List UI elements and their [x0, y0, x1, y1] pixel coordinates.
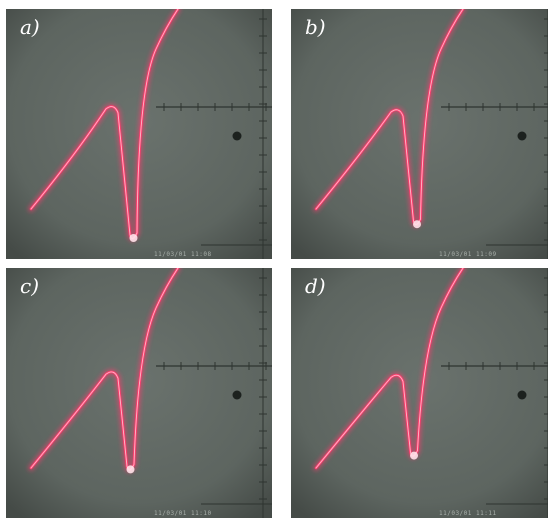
screen-center-dot-c	[232, 390, 242, 400]
screen-center-dot-a	[232, 131, 242, 141]
screen-center-dot-d	[517, 390, 527, 400]
timestamp-b: 11/03/01 11:09	[439, 251, 497, 258]
panel-label-b: b)	[305, 15, 326, 39]
oscilloscope-panel-c: c) 11/03/01 11:10	[6, 268, 272, 518]
trace-dip-spot-d	[410, 451, 418, 460]
oscilloscope-panel-b: b) 11/03/01 11:09	[291, 9, 548, 259]
timestamp-c: 11/03/01 11:10	[154, 510, 212, 517]
trace-dip-spot-c	[126, 465, 135, 474]
oscilloscope-panel-d: d) 11/03/01 11:11	[291, 268, 548, 518]
oscilloscope-panel-a: a) 11/03/01 11:08	[6, 9, 272, 259]
panel-label-c: c)	[20, 274, 40, 298]
scope-screen-b	[291, 9, 548, 259]
timestamp-a: 11/03/01 11:08	[154, 251, 212, 258]
trace-dip-spot-b	[413, 220, 421, 229]
panel-label-d: d)	[305, 274, 326, 298]
timestamp-d: 11/03/01 11:11	[439, 510, 497, 517]
trace-dip-spot-a	[129, 234, 138, 242]
scope-screen-d	[291, 268, 548, 518]
scope-screen-a	[6, 9, 272, 259]
screen-center-dot-b	[517, 131, 527, 141]
scope-screen-c	[6, 268, 272, 518]
panel-label-a: a)	[20, 15, 40, 39]
